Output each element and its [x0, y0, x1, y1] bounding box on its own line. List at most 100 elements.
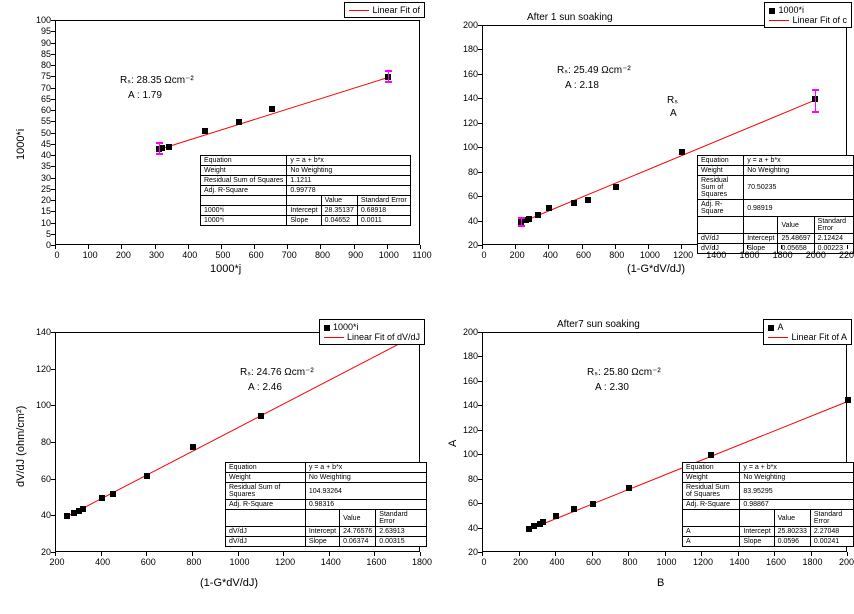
ytick [51, 133, 55, 134]
ytick [51, 166, 55, 167]
xtick-label: 400 [91, 557, 115, 567]
xtick [329, 552, 330, 556]
xtick-label: 300 [145, 250, 169, 260]
xtick-label: 0 [45, 250, 69, 260]
ytick [51, 110, 55, 111]
annotation-rs-tr: Rₛ: 25.49 Ωcm⁻² [557, 65, 631, 76]
ytick-label: 100 [454, 449, 478, 459]
xtick-label: 900 [344, 250, 368, 260]
xlabel-tr: (1-G*dV/dJ) [627, 263, 685, 275]
data-marker [159, 145, 165, 151]
ytick [478, 454, 482, 455]
xtick [515, 245, 516, 249]
xtick-label: 800 [618, 557, 642, 567]
ytick-label: 180 [454, 351, 478, 361]
xlabel-bl: (1-G*dV/dJ) [200, 577, 258, 589]
ytick [478, 245, 482, 246]
ytick [51, 234, 55, 235]
data-marker [526, 216, 532, 222]
ytick [51, 65, 55, 66]
ytick [51, 245, 55, 246]
errorbar [815, 90, 816, 112]
legend-br: A Linear Fit of A [763, 319, 852, 345]
ytick-label: 50 [27, 128, 51, 138]
ytick [51, 178, 55, 179]
ytick [478, 196, 482, 197]
legend-line-icon [349, 10, 369, 11]
ytick [51, 552, 55, 553]
xtick [648, 245, 649, 249]
ytick-label: 60 [454, 498, 478, 508]
xtick [482, 552, 483, 556]
ytick-label: 25 [27, 184, 51, 194]
annotation-a-tl: A : 1.79 [128, 90, 162, 101]
legend-line-label: Linear Fit of [372, 5, 420, 15]
ytick [478, 503, 482, 504]
data-marker [626, 485, 632, 491]
annotation-rs-tl: Rₛ: 28.35 Ωcm⁻² [120, 75, 194, 86]
xtick-label: 800 [310, 250, 334, 260]
xtick [287, 245, 288, 249]
xtick-label: 0 [472, 250, 496, 260]
xtick-label: 1200 [273, 557, 297, 567]
xtick-label: 800 [605, 250, 629, 260]
xtick-label: 1000 [655, 557, 679, 567]
xtick [555, 552, 556, 556]
xtick-label: 2000 [837, 557, 854, 567]
ytick-label: 200 [454, 327, 478, 337]
ytick [478, 381, 482, 382]
data-marker [571, 200, 577, 206]
xtick-label: 400 [538, 250, 562, 260]
xtick-label: 1800 [771, 250, 795, 260]
xlabel-tl: 1000*j [210, 263, 241, 275]
data-marker [613, 184, 619, 190]
stats-table-br: Equationy = a + b*xWeightNo WeightingRes… [682, 462, 854, 547]
xtick-label: 600 [244, 250, 268, 260]
data-marker [535, 212, 541, 218]
xtick-label: 1400 [704, 250, 728, 260]
errorbar-cap [385, 81, 392, 83]
data-marker [546, 205, 552, 211]
errorbar-cap [385, 70, 392, 72]
legend-line-label: Linear Fit of dV/dJ [347, 332, 420, 342]
xtick-label: 200 [111, 250, 135, 260]
data-marker [269, 106, 275, 112]
legend-marker-icon [768, 325, 774, 331]
xtick-label: 1800 [801, 557, 825, 567]
ytick [51, 200, 55, 201]
xtick [628, 552, 629, 556]
xtick-label: 1200 [691, 557, 715, 567]
ytick [478, 172, 482, 173]
xtick-label: 600 [572, 250, 596, 260]
annotation-rs-br: Rₛ: 25.80 Ωcm⁻² [587, 367, 661, 378]
ylabel-bl: dV/dJ (ohm/cm²) [15, 406, 27, 487]
ytick-label: 95 [27, 26, 51, 36]
ytick [478, 356, 482, 357]
ytick-label: 120 [454, 118, 478, 128]
ytick [51, 54, 55, 55]
data-marker [845, 397, 851, 403]
errorbar-cap [518, 217, 525, 219]
ytick-label: 200 [454, 20, 478, 30]
ytick [478, 123, 482, 124]
data-marker [190, 444, 196, 450]
xtick [238, 552, 239, 556]
xtick [615, 245, 616, 249]
data-marker [202, 128, 208, 134]
xtick-label: 700 [277, 250, 301, 260]
data-marker [553, 513, 559, 519]
errorbar-cap [812, 89, 819, 91]
errorbar-cap [812, 111, 819, 113]
ytick [51, 442, 55, 443]
xtick-label: 600 [136, 557, 160, 567]
ytick-label: 60 [27, 474, 51, 484]
ytick-label: 10 [27, 218, 51, 228]
ytick-label: 55 [27, 116, 51, 126]
xtick [681, 245, 682, 249]
data-marker [144, 473, 150, 479]
xtick-label: 100 [78, 250, 102, 260]
ytick-label: 80 [27, 60, 51, 70]
ytick [478, 332, 482, 333]
xtick-label: 1600 [764, 557, 788, 567]
ytick-label: 120 [454, 425, 478, 435]
